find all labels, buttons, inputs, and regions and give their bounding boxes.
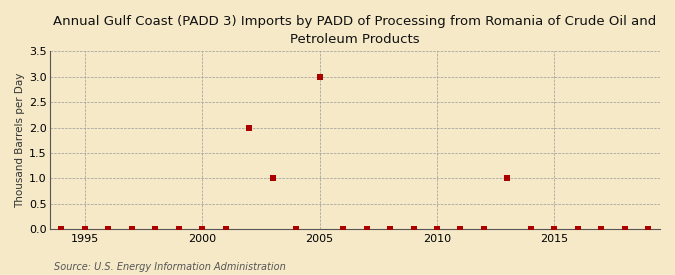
- Y-axis label: Thousand Barrels per Day: Thousand Barrels per Day: [15, 73, 25, 208]
- Point: [150, 227, 161, 232]
- Title: Annual Gulf Coast (PADD 3) Imports by PADD of Processing from Romania of Crude O: Annual Gulf Coast (PADD 3) Imports by PA…: [53, 15, 657, 46]
- Point: [315, 75, 325, 79]
- Point: [596, 227, 607, 232]
- Point: [549, 227, 560, 232]
- Point: [385, 227, 396, 232]
- Point: [220, 227, 231, 232]
- Point: [56, 227, 67, 232]
- Point: [408, 227, 419, 232]
- Point: [502, 176, 513, 181]
- Point: [338, 227, 348, 232]
- Point: [291, 227, 302, 232]
- Point: [126, 227, 137, 232]
- Point: [80, 227, 90, 232]
- Text: Source: U.S. Energy Information Administration: Source: U.S. Energy Information Administ…: [54, 262, 286, 272]
- Point: [620, 227, 630, 232]
- Point: [643, 227, 653, 232]
- Point: [173, 227, 184, 232]
- Point: [361, 227, 372, 232]
- Point: [526, 227, 537, 232]
- Point: [431, 227, 442, 232]
- Point: [455, 227, 466, 232]
- Point: [103, 227, 114, 232]
- Point: [197, 227, 208, 232]
- Point: [572, 227, 583, 232]
- Point: [267, 176, 278, 181]
- Point: [479, 227, 489, 232]
- Point: [244, 125, 254, 130]
